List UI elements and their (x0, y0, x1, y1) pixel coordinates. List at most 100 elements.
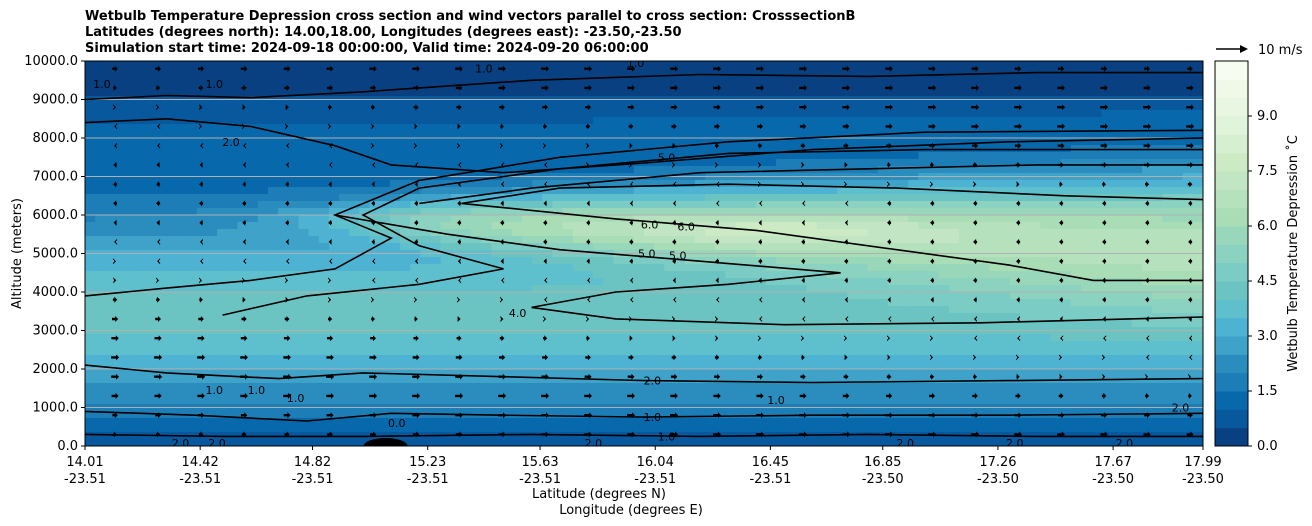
contour-fill-cell (420, 292, 432, 300)
contour-fill-cell (125, 257, 137, 265)
contour-fill-cell (786, 124, 798, 132)
contour-fill-cell (816, 348, 828, 356)
contour-fill-cell (857, 271, 869, 279)
contour-fill-cell (887, 229, 899, 237)
contour-fill-cell (440, 159, 452, 167)
contour-fill-cell (288, 278, 300, 286)
contour-fill-cell (125, 425, 137, 433)
contour-fill-cell (979, 201, 991, 209)
contour-fill-cell (288, 61, 300, 69)
contour-fill-cell (715, 131, 726, 139)
contour-fill-cell (908, 166, 920, 174)
contour-fill-cell (938, 278, 950, 286)
contour-fill-cell (918, 89, 930, 97)
contour-fill-cell (501, 341, 513, 349)
contour-fill-cell (511, 68, 523, 76)
contour-fill-cell (572, 390, 584, 398)
contour-fill-cell (786, 390, 798, 398)
contour-fill-cell (989, 103, 1001, 111)
contour-fill-cell (877, 145, 889, 153)
contour-fill-cell (552, 348, 564, 356)
contour-fill-cell (603, 75, 615, 83)
contour-fill-cell (318, 418, 330, 426)
contour-fill-cell (288, 348, 300, 356)
contour-fill-cell (389, 82, 401, 90)
contour-fill-cell (654, 376, 665, 384)
contour-fill-cell (522, 285, 533, 293)
contour-fill-cell (664, 390, 676, 398)
contour-fill-cell (633, 390, 645, 398)
contour-fill-cell (501, 348, 513, 356)
contour-fill-cell (85, 390, 96, 398)
contour-fill-cell (227, 166, 239, 174)
contour-fill-cell (725, 117, 737, 125)
contour-fill-cell (959, 152, 970, 160)
contour-fill-cell (328, 369, 340, 377)
contour-fill-cell (85, 75, 96, 83)
contour-fill-cell (532, 159, 543, 167)
contour-fill-cell (247, 145, 259, 153)
contour-fill-cell (562, 383, 574, 391)
contour-fill-cell (115, 362, 127, 370)
contour-fill-cell (217, 159, 228, 167)
contour-fill-cell (979, 229, 991, 237)
contour-fill-cell (816, 376, 828, 384)
contour-fill-cell (145, 299, 157, 307)
contour-fill-cell (715, 208, 726, 216)
contour-fill-cell (694, 117, 706, 125)
contour-fill-cell (796, 306, 808, 314)
contour-fill-cell (318, 292, 330, 300)
contour-fill-cell (267, 61, 279, 69)
contour-fill-cell (623, 152, 635, 160)
contour-fill-cell (450, 285, 462, 293)
contour-fill-cell (786, 110, 798, 118)
contour-fill-cell (85, 124, 96, 132)
contour-fill-cell (206, 439, 218, 446)
contour-fill-cell (125, 103, 137, 111)
contour-fill-cell (176, 138, 188, 146)
contour-fill-cell (898, 313, 909, 321)
contour-fill-cell (369, 61, 381, 69)
contour-fill-cell (308, 439, 320, 446)
contour-fill-cell (745, 152, 757, 160)
contour-fill-cell (908, 278, 920, 286)
contour-fill-cell (613, 271, 625, 279)
contour-fill-cell (918, 348, 930, 356)
contour-fill-cell (278, 355, 289, 363)
contour-fill-cell (765, 159, 777, 167)
contour-fill-cell (918, 383, 930, 391)
contour-fill-cell (461, 215, 472, 223)
contour-fill-cell (420, 145, 432, 153)
contour-fill-cell (837, 61, 848, 69)
contour-fill-cell (318, 75, 330, 83)
contour-fill-cell (979, 208, 991, 216)
contour-fill-cell (765, 439, 777, 446)
contour-fill-cell (379, 103, 391, 111)
contour-fill-cell (613, 320, 625, 328)
contour-fill-cell (349, 152, 361, 160)
contour-fill-cell (542, 320, 554, 328)
contour-fill-cell (267, 222, 279, 230)
contour-fill-cell (410, 362, 421, 370)
contour-fill-cell (684, 68, 696, 76)
contour-fill-cell (918, 299, 930, 307)
contour-fill-cell (542, 376, 554, 384)
contour-fill-cell (644, 110, 655, 118)
contour-fill-cell (257, 243, 269, 251)
contour-fill-cell (979, 166, 991, 174)
contour-fill-cell (938, 313, 950, 321)
contour-fill-cell (857, 390, 869, 398)
contour-fill-cell (308, 68, 320, 76)
contour-fill-cell (542, 229, 554, 237)
contour-fill-cell (522, 264, 533, 272)
contour-fill-cell (176, 201, 188, 209)
contour-fill-cell (928, 439, 940, 446)
contour-fill-cell (501, 369, 513, 377)
contour-fill-cell (450, 299, 462, 307)
contour-fill-cell (796, 292, 808, 300)
contour-fill-cell (542, 278, 554, 286)
contour-fill-cell (328, 215, 340, 223)
contour-fill-cell (562, 313, 574, 321)
contour-fill-cell (745, 390, 757, 398)
contour-fill-cell (389, 278, 401, 286)
